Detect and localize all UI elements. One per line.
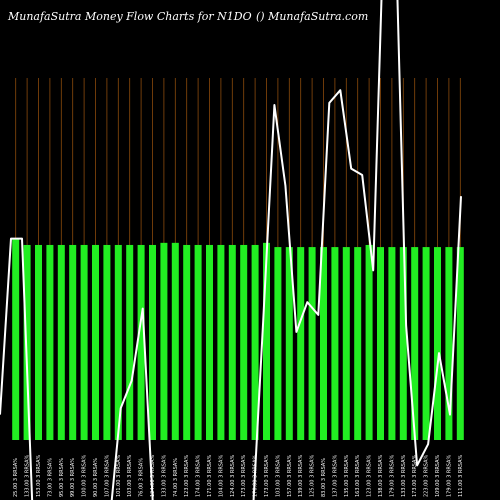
bar — [331, 247, 339, 440]
bar — [342, 247, 350, 440]
bar — [297, 247, 305, 440]
bar — [126, 244, 134, 440]
x-tick-label: 83.00 3 RRSA% — [321, 458, 327, 497]
bar — [57, 244, 65, 440]
x-tick-label: 173.00 3 RRSA% — [241, 455, 247, 497]
x-tick-label: 103.00 3 RRSA% — [127, 455, 133, 497]
bar — [171, 242, 179, 440]
bar — [23, 244, 31, 440]
bar — [194, 244, 202, 440]
bar — [103, 244, 111, 440]
bar — [114, 244, 122, 440]
x-tick-label: 104.00 3 RRSA% — [218, 455, 224, 497]
bar — [377, 247, 384, 440]
x-tick-label: 179.00 3 RRSA% — [446, 455, 452, 497]
bar — [285, 247, 293, 440]
x-tick-label: 139.00 3 RRSA% — [298, 455, 304, 497]
bar — [80, 244, 88, 440]
bar — [274, 247, 282, 440]
bar — [35, 244, 42, 440]
bar — [137, 244, 145, 440]
x-tick-label: 124.00 3 RRSA% — [230, 455, 236, 497]
x-tick-label: 111.00 3 RRSA% — [458, 455, 464, 497]
bar — [228, 244, 236, 440]
x-tick-label: 137.00 3 RRSA% — [332, 455, 338, 497]
bar — [206, 244, 213, 440]
x-axis-tick-labels: 25.00 3 RRSA% 133.00 3 RRSA% 153.00 3 RRSA… — [13, 455, 464, 497]
x-tick-label: 135.00 3 RRSA% — [344, 455, 350, 497]
x-tick-label: 74.00 3 RRSA% — [173, 458, 179, 497]
bar — [422, 247, 430, 440]
bar — [434, 247, 441, 440]
x-tick-label: 124.00 3 RRSA% — [150, 455, 156, 497]
x-tick-label: 179.00 3 RRSA% — [389, 455, 395, 497]
x-tick-label: 157.00 3 RRSA% — [287, 455, 293, 497]
x-tick-label: 123.00 3 RRSA% — [184, 455, 190, 497]
x-tick-label: 133.00 3 RRSA% — [25, 455, 31, 497]
bar — [149, 244, 156, 440]
x-tick-label: 103.00 3 RRSA% — [275, 455, 281, 497]
x-tick-label: 223.00 3 RRSA% — [424, 455, 430, 497]
x-tick-label: 173.00 3 RRSA% — [264, 455, 270, 497]
x-tick-label: 133.00 3 RRSA% — [401, 455, 407, 497]
bar-series — [12, 238, 464, 440]
bar — [365, 244, 373, 440]
x-tick-label: 107.00 3 RRSA% — [104, 455, 110, 497]
x-tick-label: 95.00 3 RRSA% — [59, 458, 65, 497]
x-tick-label: 25.00 3 RRSA% — [13, 458, 19, 497]
bar — [411, 247, 419, 440]
x-tick-label: 101.00 3 RRSA% — [116, 455, 122, 497]
bar — [263, 242, 270, 440]
x-tick-label: 125.00 3 RRSA% — [310, 455, 316, 497]
chart-title: MunafaSutra Money Flow Charts for N1DO — [8, 10, 252, 23]
x-tick-label: 76.00 3 RRSA% — [139, 458, 145, 497]
bar — [251, 244, 259, 440]
x-tick-label: 174.00 3 RRSA% — [196, 455, 202, 497]
bar — [69, 244, 77, 440]
bar — [388, 247, 396, 440]
bar — [354, 247, 362, 440]
bar — [160, 242, 168, 440]
bar — [445, 247, 453, 440]
bar — [240, 244, 248, 440]
x-tick-label: 133.00 3 RRSA% — [161, 455, 167, 497]
x-tick-label: 138.00 3 RRSA% — [378, 455, 384, 497]
bar — [456, 247, 464, 440]
bar — [92, 244, 99, 440]
x-tick-label: 73.00 3 RRSA% — [47, 458, 53, 497]
x-tick-label: 163.00 3 RRSA% — [355, 455, 361, 497]
x-tick-label: 100.00 3 RRSA% — [82, 455, 88, 497]
x-tick-label: 171.00 3 RRSA% — [207, 455, 213, 497]
bar — [308, 247, 316, 440]
bar — [183, 244, 191, 440]
x-tick-label: 153.00 3 RRSA% — [36, 455, 42, 497]
site-credit: () MunafaSutra.com — [256, 10, 369, 23]
x-tick-label: 90.00 3 RRSA% — [93, 458, 99, 497]
x-tick-label: 170.00 3 RRSA% — [253, 455, 259, 497]
bar — [12, 238, 20, 440]
x-tick-label: 99.00 3 RRSA% — [70, 458, 76, 497]
bar — [46, 244, 54, 440]
x-tick-label: 123.00 3 RRSA% — [367, 455, 373, 497]
bar — [320, 247, 327, 440]
bar — [399, 247, 407, 440]
x-tick-label: 109.00 3 RRSA% — [435, 455, 441, 497]
x-tick-label: 173.00 3 RRSA% — [412, 455, 418, 497]
bar — [217, 244, 225, 440]
